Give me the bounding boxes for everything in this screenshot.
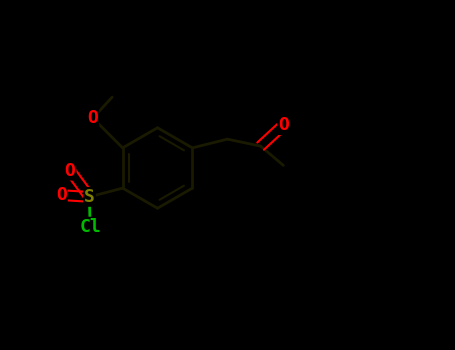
- Text: O: O: [65, 162, 76, 180]
- Text: S: S: [84, 188, 95, 206]
- Text: Cl: Cl: [79, 218, 101, 236]
- Text: O: O: [87, 109, 98, 127]
- Text: O: O: [278, 116, 289, 134]
- Text: O: O: [56, 186, 67, 204]
